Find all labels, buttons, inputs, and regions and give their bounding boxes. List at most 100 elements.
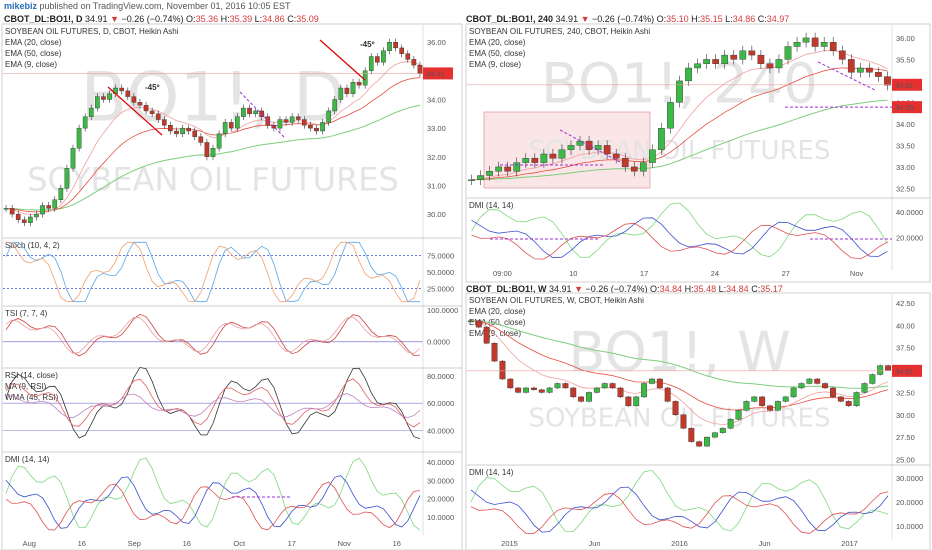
- candle: [107, 93, 112, 100]
- candle: [271, 125, 277, 129]
- candle: [727, 419, 734, 429]
- open: 35.36: [195, 14, 219, 24]
- close: 35.17: [760, 284, 783, 294]
- candle: [515, 387, 522, 393]
- candle: [793, 42, 801, 47]
- indicator-tick-2: 25.0000: [427, 285, 454, 294]
- price-tick-2: 37.50: [896, 344, 915, 353]
- symbol-bar-daily: CBOT_DL:BO1!, D 34.91 ▼ −0.26 (−0.74%) O…: [4, 14, 319, 24]
- overlay-label-0: EMA (20, close): [469, 38, 526, 47]
- indicator-tick-0: 100.0000: [427, 306, 458, 315]
- candle: [210, 147, 216, 157]
- last-price-label: 34.91: [895, 367, 914, 376]
- dmi-adx: [471, 202, 888, 258]
- candle: [748, 50, 756, 56]
- dmi-plus: [471, 217, 888, 259]
- candle: [88, 107, 94, 117]
- candle: [495, 166, 503, 172]
- candle: [28, 216, 33, 223]
- candle: [586, 392, 592, 402]
- price-tick-0: 36.00: [427, 38, 446, 47]
- candle: [829, 42, 837, 52]
- candle: [143, 105, 149, 112]
- candle: [76, 127, 82, 149]
- candle: [295, 116, 301, 120]
- indicator-title-0: DMI (14, 14): [469, 468, 514, 477]
- down-arrow-icon: ▼: [574, 284, 583, 294]
- candle: [751, 396, 758, 402]
- candle: [757, 54, 765, 64]
- candle: [837, 396, 844, 402]
- h240-x-tick-1: 10: [569, 269, 577, 278]
- price-tick-7: 32.50: [896, 184, 915, 193]
- weekly-x-tick-0: 2015: [501, 539, 518, 548]
- candle: [667, 102, 674, 129]
- candle: [664, 387, 671, 402]
- overlay-label-0: EMA (20, close): [5, 38, 62, 47]
- candle: [730, 54, 738, 60]
- last-price-label: 34.91: [426, 69, 445, 78]
- indicator-tick-0: 40.0000: [896, 208, 923, 217]
- candle: [21, 219, 27, 223]
- candle: [594, 145, 602, 150]
- close: 35.09: [296, 14, 319, 24]
- candle: [774, 401, 781, 411]
- top-dashed-channel: [817, 61, 876, 91]
- chart-title: SOYBEAN OIL FUTURES, 240, CBOT, Heikin A…: [469, 27, 650, 36]
- overlay-label-1: EMA (50, close): [469, 49, 526, 58]
- last-price: 34.91: [549, 284, 572, 294]
- price-tick-0: 36.00: [896, 34, 915, 43]
- daily-panel: [1, 23, 463, 550]
- candle: [375, 56, 380, 63]
- weekly-x-tick-2: 2016: [671, 539, 688, 548]
- chart-title: SOYBEAN OIL FUTURES, D, CBOT, Heikin Ash…: [5, 27, 179, 36]
- rsi-line: [5, 366, 421, 439]
- symbol-bar-weekly: CBOT_DL:BO1!, W 34.91 ▼ −0.26 (−0.74%) O…: [466, 284, 783, 294]
- dashed-channel: [239, 91, 286, 139]
- candle: [253, 110, 258, 115]
- candle: [58, 188, 64, 200]
- candle: [483, 326, 490, 344]
- candle: [649, 149, 656, 163]
- candle: [204, 142, 210, 157]
- price-tick-5: 31.00: [427, 181, 446, 190]
- candle: [798, 383, 805, 389]
- candle: [222, 122, 228, 135]
- candle: [198, 136, 204, 143]
- candle: [719, 428, 726, 433]
- candle: [46, 205, 51, 209]
- candle: [241, 107, 246, 117]
- ema-50-line: [471, 99, 888, 181]
- h240-x-tick-3: 24: [711, 269, 719, 278]
- weekly-x-tick-1: Jun: [588, 539, 600, 548]
- candle: [630, 166, 638, 172]
- author-name[interactable]: mikebiz: [4, 1, 38, 11]
- candle: [513, 162, 521, 172]
- publish-info: published on TradingView.com, November 0…: [39, 1, 291, 11]
- candle: [625, 396, 632, 407]
- indicator-tick-0: 75.0000: [427, 252, 454, 261]
- indicator-tick-1: 50.0000: [427, 268, 454, 277]
- low: 34.84: [726, 284, 749, 294]
- indicator-sub-1: WMA (45, RSI): [5, 393, 59, 402]
- candle: [350, 82, 356, 94]
- candle: [538, 389, 545, 393]
- candle: [283, 119, 289, 123]
- candle: [672, 401, 679, 415]
- candle: [235, 116, 240, 129]
- candle: [814, 378, 821, 384]
- price-tick-1: 40.00: [896, 321, 915, 330]
- dmi-plus: [5, 475, 421, 529]
- indicator-title-3: DMI (14, 14): [5, 455, 50, 464]
- candle: [711, 432, 718, 438]
- candle: [790, 387, 797, 398]
- candle: [174, 130, 179, 135]
- watermark-sub: SOYBEAN OIL FUTURES: [529, 404, 831, 434]
- candle: [609, 383, 616, 389]
- candle: [125, 90, 131, 97]
- daily-x-tick-1: 16: [78, 539, 86, 548]
- candle: [64, 168, 70, 189]
- candle: [830, 387, 836, 398]
- candle: [696, 441, 703, 447]
